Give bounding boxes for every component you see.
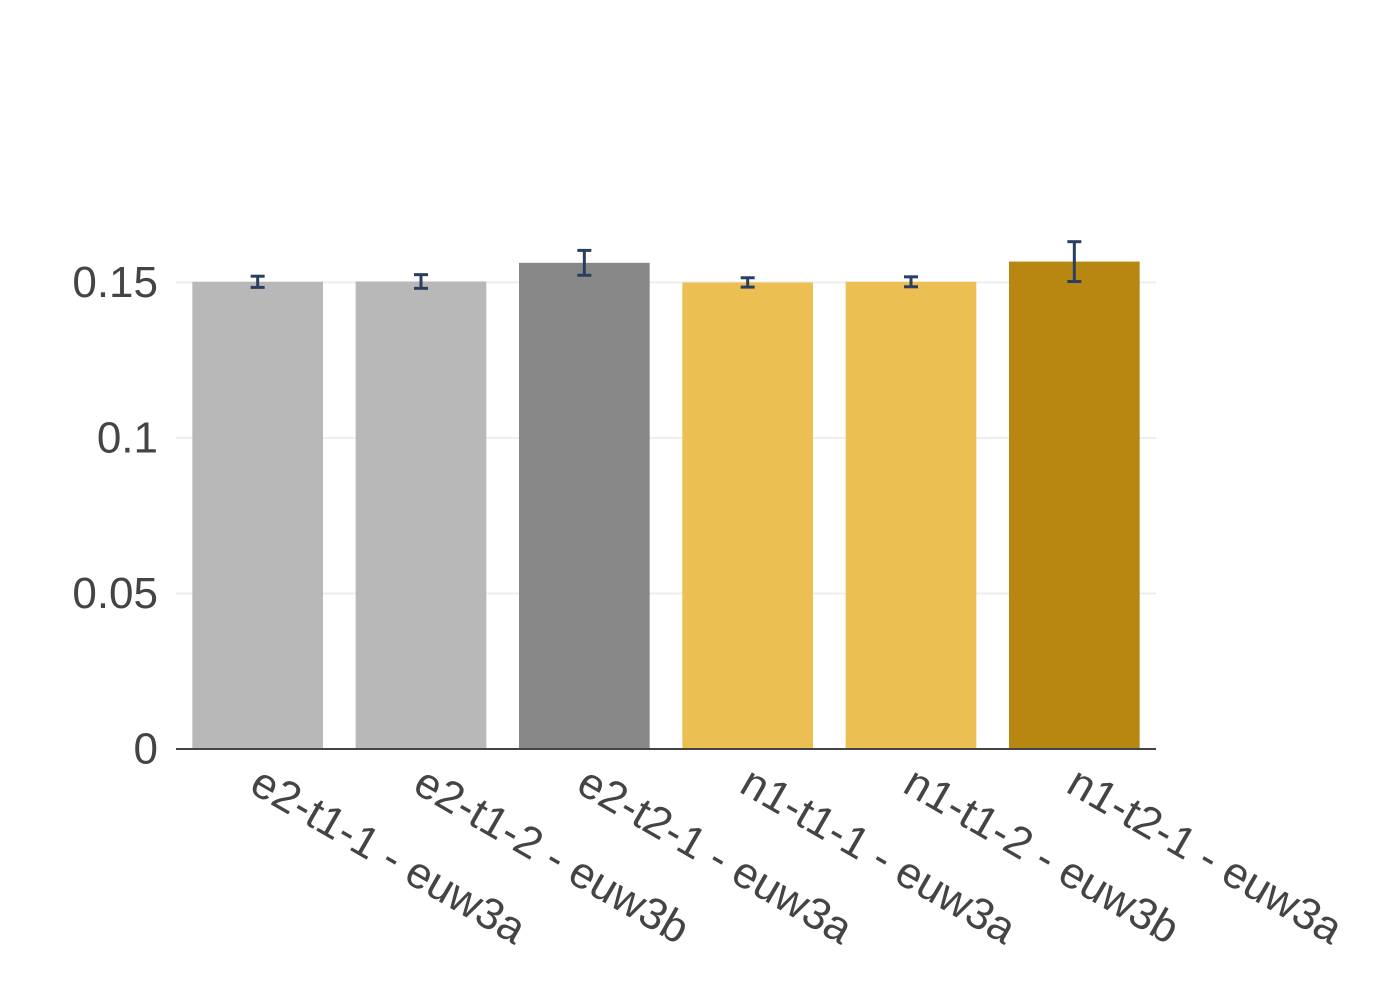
x-tick-label: e2-t2-1 - euw3a	[569, 757, 861, 954]
bars	[192, 261, 1140, 749]
x-tick-label: e2-t1-1 - euw3a	[243, 757, 535, 954]
gridlines	[176, 281, 1156, 595]
bar-5	[845, 281, 977, 749]
bar-1	[192, 281, 323, 749]
error-bars	[250, 240, 1082, 290]
y-tick-label: 0.15	[72, 258, 158, 307]
error-bar-1	[250, 274, 265, 289]
y-tick-label: 0.1	[97, 413, 158, 462]
error-bar-5	[904, 275, 918, 289]
bar-4	[682, 282, 813, 749]
y-tick-labels: 0 0.05 0.1 0.15	[72, 258, 158, 774]
x-tick-label: n1-t2-1 - euw3a	[1059, 757, 1351, 954]
bar-3	[519, 262, 650, 749]
error-bar-3	[577, 248, 592, 277]
y-tick-label: 0	[134, 725, 158, 774]
error-bar-6	[1067, 240, 1082, 283]
x-tick-label: n1-t1-1 - euw3a	[733, 757, 1025, 954]
x-tick-label: e2-t1-2 - euw3b	[406, 757, 697, 954]
bar-6	[1009, 261, 1140, 749]
x-tick-label: n1-t1-2 - euw3b	[896, 757, 1187, 954]
bar-2	[355, 281, 487, 749]
error-bar-4	[740, 276, 755, 289]
error-bar-2	[414, 273, 428, 290]
y-tick-label: 0.05	[72, 569, 158, 618]
